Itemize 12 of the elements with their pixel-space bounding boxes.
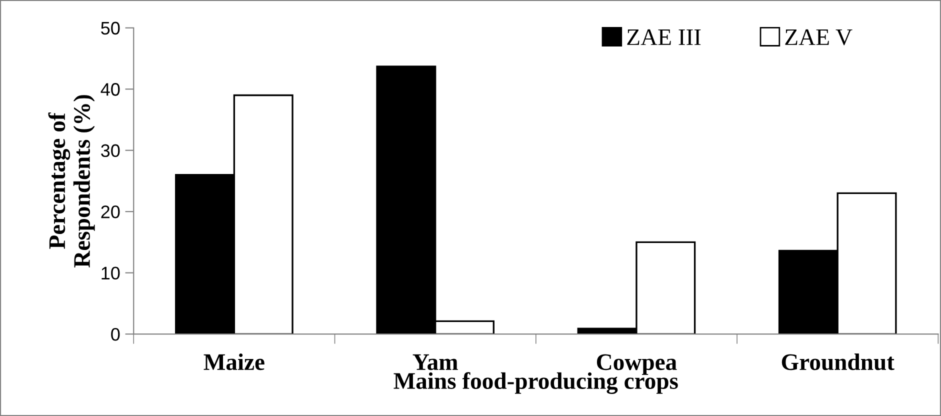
y-tick-label: 40 [100, 83, 120, 96]
legend-label: ZAE V [785, 29, 852, 46]
y-tick-label: 0 [111, 328, 120, 341]
y-tick-label: 30 [101, 144, 120, 158]
y-tick-label: 20 [101, 206, 120, 218]
x-tick-label: Maize [204, 353, 264, 370]
x-tick-label: Groundnut [782, 353, 894, 370]
y-axis-title: Percentage of Respondents (%) [48, 95, 95, 268]
legend-label: ZAE III [627, 29, 701, 45]
y-tick-label: 10 [102, 266, 120, 280]
y-tick-label: 50 [101, 22, 120, 35]
x-tick-label: Yam [412, 354, 458, 370]
